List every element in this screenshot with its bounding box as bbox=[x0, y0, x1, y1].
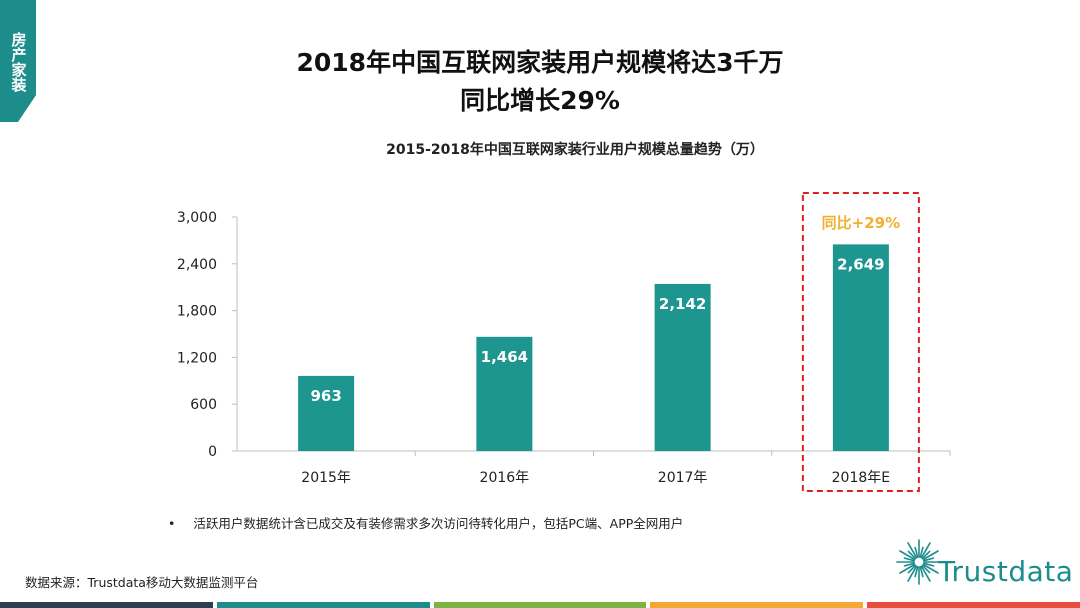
x-tick-label: 2018年E bbox=[832, 470, 890, 486]
bar-data-label: 1,464 bbox=[481, 348, 528, 366]
starburst-icon bbox=[896, 539, 942, 585]
y-tick-label: 600 bbox=[190, 397, 217, 413]
footnote-text: 活跃用户数据统计含已成交及有装修需求多次访问待转化用户，包括PC端、APP全网用… bbox=[193, 516, 684, 531]
bar bbox=[654, 283, 711, 451]
y-tick-label: 1,800 bbox=[177, 304, 217, 320]
bar bbox=[832, 244, 889, 451]
bottom-bar-segment bbox=[867, 602, 1080, 608]
y-tick-label: 3,000 bbox=[177, 210, 217, 226]
highlight-box bbox=[801, 192, 920, 492]
growth-annotation: 同比+29% bbox=[822, 214, 900, 232]
logo bbox=[896, 539, 942, 585]
bar-data-label: 2,142 bbox=[659, 295, 706, 313]
bar bbox=[476, 336, 533, 451]
bottom-bar-segment bbox=[650, 602, 864, 608]
y-tick-label: 1,200 bbox=[177, 350, 217, 366]
footnote: • 活跃用户数据统计含已成交及有装修需求多次访问待转化用户，包括PC端、APP全网… bbox=[168, 513, 683, 532]
bottom-color-bar bbox=[0, 602, 1080, 608]
bar-data-label: 2,649 bbox=[837, 255, 884, 273]
y-tick-label: 2,400 bbox=[177, 257, 217, 273]
x-tick-label: 2016年 bbox=[480, 470, 530, 486]
side-tab-label: 房产家装 bbox=[9, 32, 28, 92]
chart-title: 2015-2018年中国互联网家装行业用户规模总量趋势（万） bbox=[386, 142, 764, 158]
page-title: 2018年中国互联网家装用户规模将达3千万 bbox=[296, 48, 784, 77]
y-tick-label: 0 bbox=[208, 444, 217, 460]
data-source: 数据来源：Trustdata移动大数据监测平台 bbox=[25, 575, 259, 590]
logo-text: Trustdata bbox=[938, 555, 1074, 588]
bar bbox=[298, 375, 355, 451]
bottom-bar-segment bbox=[216, 602, 430, 608]
x-tick-label: 2015年 bbox=[301, 470, 351, 486]
bottom-bar-segment bbox=[433, 602, 647, 608]
x-tick-label: 2017年 bbox=[658, 470, 708, 486]
bottom-bar-segment bbox=[0, 602, 213, 608]
bar-data-label: 963 bbox=[310, 387, 341, 405]
side-tab: 房产家装 bbox=[0, 0, 36, 122]
bullet-icon: • bbox=[168, 516, 176, 531]
page-subtitle-line: 同比增长29% bbox=[460, 86, 620, 115]
